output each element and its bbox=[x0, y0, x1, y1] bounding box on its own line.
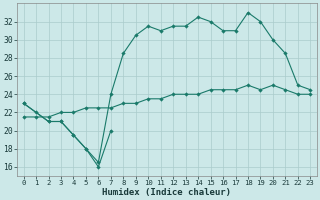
X-axis label: Humidex (Indice chaleur): Humidex (Indice chaleur) bbox=[102, 188, 231, 197]
